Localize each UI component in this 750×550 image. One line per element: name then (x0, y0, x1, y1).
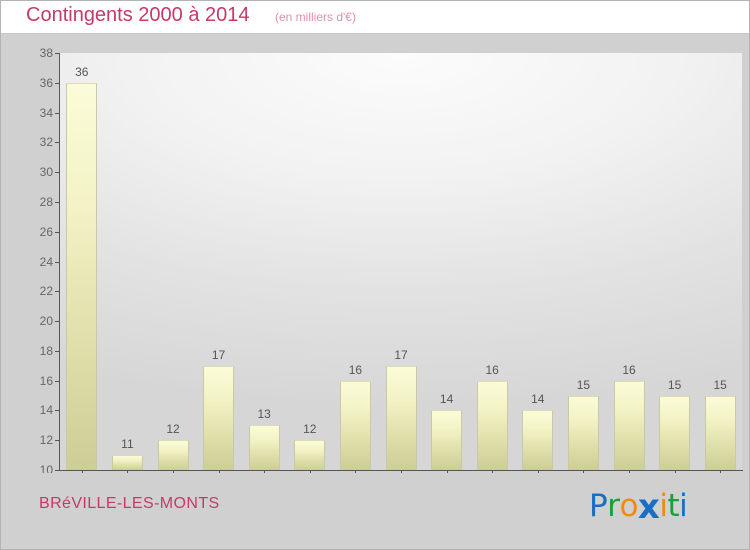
logo-letter: P (589, 488, 608, 524)
bar[interactable] (248, 425, 280, 470)
y-axis-tick-label: 16 (39, 373, 53, 388)
logo-letter: i (659, 488, 668, 524)
bar-value-label: 15 (576, 377, 591, 392)
bar[interactable] (66, 82, 98, 470)
bar-value-label: 12 (166, 422, 180, 437)
logo-letter: i (679, 488, 688, 524)
y-axis-tick-label: 30 (39, 165, 53, 180)
bar-value-label: 12 (303, 422, 317, 437)
bar[interactable] (385, 365, 417, 470)
bar-value-label: 16 (485, 362, 499, 377)
y-axis-tick-label: 32 (39, 135, 53, 150)
y-axis-tick-label: 12 (39, 433, 53, 448)
x-axis-line (59, 470, 743, 471)
logo-letter: r (607, 488, 620, 524)
bar-value-label: 15 (667, 377, 682, 392)
y-axis-tick-mark (55, 202, 60, 203)
y-axis-tick-mark (55, 321, 60, 322)
bar[interactable] (294, 440, 326, 470)
bar[interactable] (522, 410, 554, 470)
page-subtitle: (en milliers d'€) (275, 10, 356, 24)
bar[interactable] (339, 380, 371, 470)
y-axis-tick-label: 24 (39, 254, 53, 269)
bar[interactable] (567, 395, 599, 470)
bar-value-label: 16 (348, 362, 363, 377)
y-axis-tick-mark (55, 381, 60, 382)
y-axis-tick-mark (55, 142, 60, 143)
y-axis-tick-mark (55, 232, 60, 233)
y-axis-tick-label: 26 (39, 224, 53, 239)
y-axis-tick-mark (55, 172, 60, 173)
bar[interactable] (431, 410, 463, 470)
bar-value-label: 15 (713, 377, 727, 392)
bar-value-label: 16 (622, 362, 636, 377)
bar-value-label: 17 (394, 347, 408, 362)
bar[interactable] (111, 455, 143, 470)
bar-value-label: 11 (121, 437, 134, 452)
bar[interactable] (476, 380, 508, 470)
y-axis-tick-mark (55, 470, 60, 471)
bar-value-label: 14 (531, 392, 545, 407)
y-axis-tick-label: 36 (39, 75, 53, 90)
bar-value-label: 13 (257, 407, 271, 422)
logo-letter: x (637, 487, 660, 527)
bar[interactable] (613, 380, 645, 470)
y-axis-tick-mark (55, 291, 60, 292)
y-axis-tick-label: 14 (39, 403, 53, 418)
y-axis-tick-mark (55, 113, 60, 114)
y-axis-tick-label: 18 (39, 343, 53, 358)
place-name: BRéVILLE-LES-MONTS (39, 495, 220, 512)
bar[interactable] (157, 440, 189, 470)
bar-value-label: 17 (211, 347, 226, 362)
logo-letter: t (667, 488, 680, 524)
y-axis-tick-label: 28 (39, 194, 53, 209)
logo-letter: o (619, 488, 638, 524)
proxiti-logo[interactable]: Proxiti (589, 485, 688, 527)
y-axis-tick-mark (55, 351, 60, 352)
y-axis-tick-label: 22 (39, 284, 53, 299)
bar-value-label: 14 (439, 392, 454, 407)
y-axis-tick-label: 34 (39, 105, 53, 120)
bar-value-label: 36 (75, 64, 89, 79)
bar[interactable] (704, 395, 736, 470)
bar[interactable] (659, 395, 691, 470)
y-axis-tick-mark (55, 410, 60, 411)
page-title: Contingents 2000 à 2014 (26, 4, 250, 26)
y-axis-tick-mark (55, 262, 60, 263)
chart-header: Contingents 2000 à 2014 (en milliers d'€… (1, 1, 749, 34)
y-axis-tick-label: 20 (39, 314, 53, 329)
y-axis-tick-label: 38 (39, 46, 53, 60)
y-axis-tick-mark (55, 53, 60, 54)
y-axis-tick-mark (55, 83, 60, 84)
bar[interactable] (203, 365, 235, 470)
y-axis-tick-mark (55, 440, 60, 441)
chart-footer: BRéVILLE-LES-MONTS Proxiti (1, 473, 749, 549)
